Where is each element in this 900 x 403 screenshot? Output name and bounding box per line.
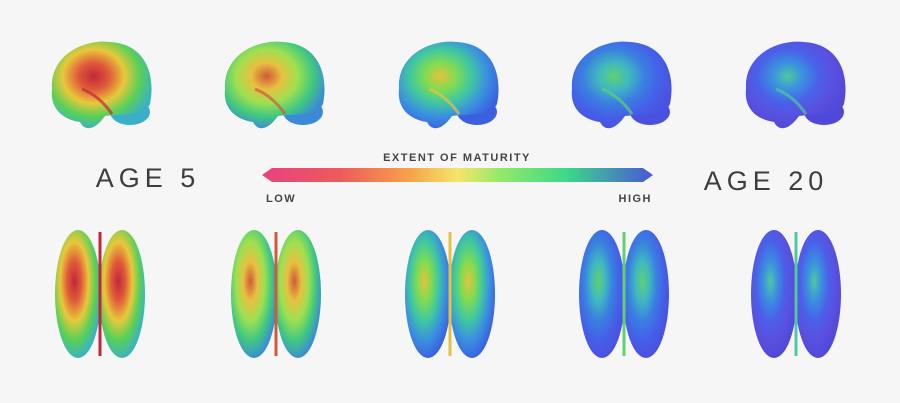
brain-side-view <box>51 41 152 129</box>
sulcus <box>81 87 114 115</box>
scale-title: EXTENT OF MATURITY <box>383 152 531 164</box>
left-hemisphere <box>231 230 277 358</box>
right-hemisphere <box>99 230 145 358</box>
brain-side-view <box>224 41 325 129</box>
end-label: AGE 20 <box>704 166 829 196</box>
brain-top-view <box>405 230 495 358</box>
scale-high: HIGH <box>619 193 653 205</box>
scale-low: LOW <box>266 193 296 205</box>
cerebrum <box>571 41 672 129</box>
sulcus <box>428 87 461 115</box>
brain-images <box>51 41 846 358</box>
left-hemisphere <box>55 230 101 358</box>
left-hemisphere <box>579 230 625 358</box>
brain-side-view <box>571 41 672 129</box>
right-hemisphere <box>275 230 321 358</box>
cerebrum <box>398 41 499 129</box>
brain-top-view <box>751 230 841 358</box>
sulcus <box>254 87 287 115</box>
brain-top-view <box>55 230 145 358</box>
right-hemisphere <box>449 230 495 358</box>
left-hemisphere <box>751 230 797 358</box>
brain-side-view <box>745 41 846 129</box>
cerebrum <box>224 41 325 129</box>
right-hemisphere <box>623 230 669 358</box>
left-hemisphere <box>405 230 451 358</box>
cerebrum <box>51 41 152 129</box>
start-label: AGE 5 <box>96 163 201 193</box>
sulcus <box>775 87 808 115</box>
brain-side-view <box>398 41 499 129</box>
maturity-gradient-bar <box>262 168 653 182</box>
brain-top-view <box>579 230 669 358</box>
cerebrum <box>745 41 846 129</box>
right-hemisphere <box>795 230 841 358</box>
brain-top-view <box>231 230 321 358</box>
sulcus <box>601 87 634 115</box>
